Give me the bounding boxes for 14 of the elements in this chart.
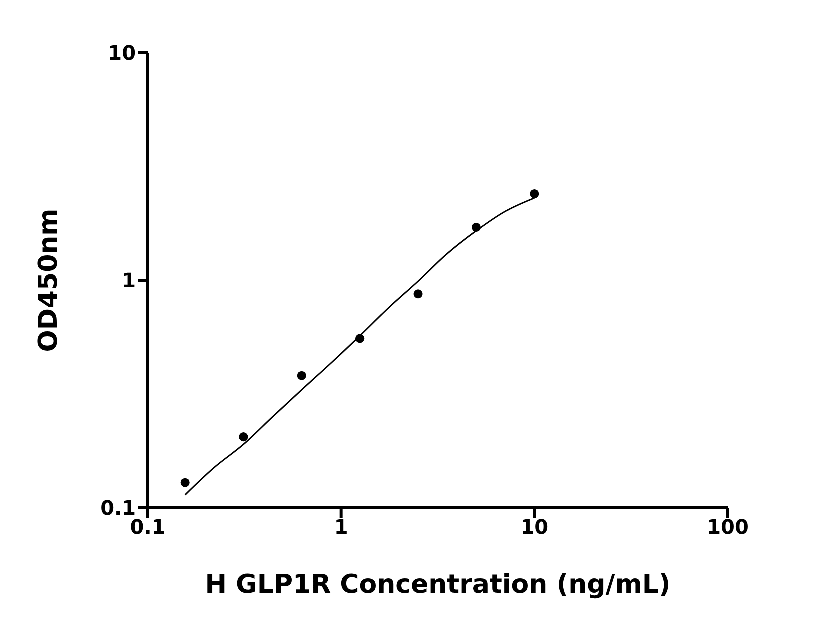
x-tick-label: 1 xyxy=(334,515,348,540)
point xyxy=(472,222,481,232)
x-tick-label: 100 xyxy=(707,515,749,540)
point xyxy=(356,334,365,344)
y-tick-label: 10 xyxy=(108,41,136,66)
point xyxy=(530,189,540,199)
point xyxy=(239,432,248,442)
y-tick-label: 1 xyxy=(122,268,136,293)
x-tick-label: 10 xyxy=(520,515,549,540)
point xyxy=(414,290,423,299)
x-axis-title: H GLP1R Concentration (ng/mL) xyxy=(205,570,671,600)
y-axis-title: OD450nm xyxy=(34,208,64,352)
point xyxy=(297,371,306,380)
point xyxy=(180,478,190,488)
